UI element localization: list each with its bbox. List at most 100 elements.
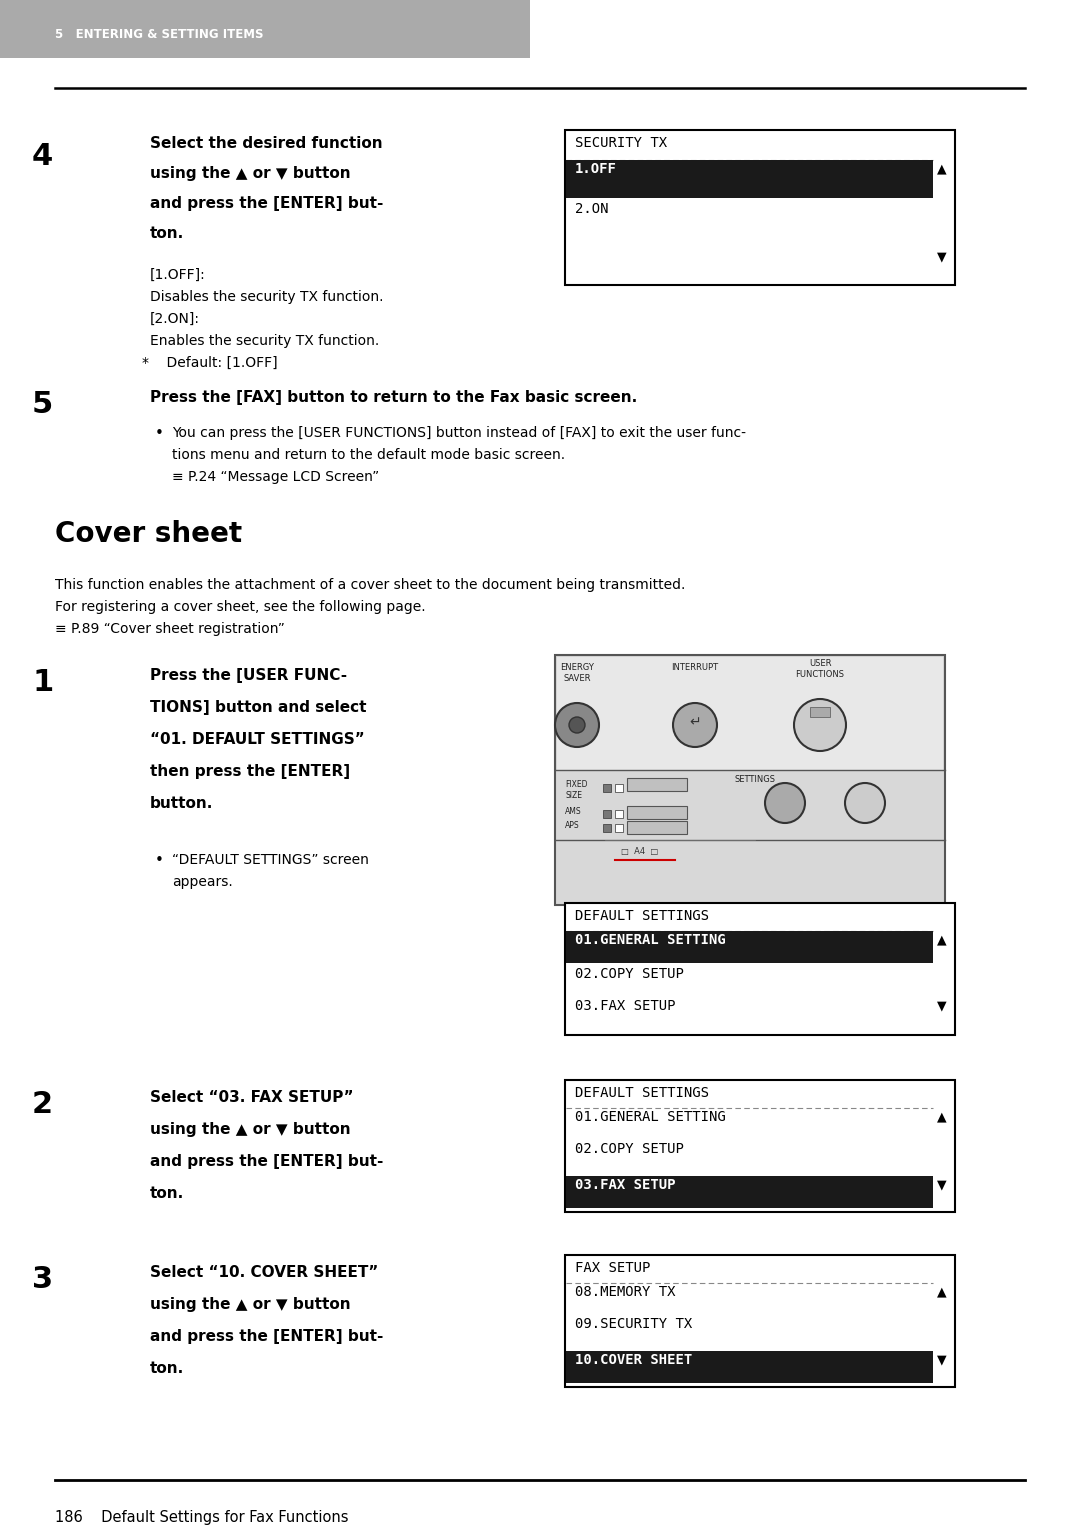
Text: ton.: ton.	[150, 226, 185, 241]
Text: SECURITY TX: SECURITY TX	[575, 136, 667, 150]
Text: This function enables the attachment of a cover sheet to the document being tran: This function enables the attachment of …	[55, 578, 686, 592]
Bar	[810, 707, 831, 717]
Text: DEFAULT SETTINGS: DEFAULT SETTINGS	[575, 1087, 708, 1100]
Bar	[627, 778, 687, 790]
Text: You can press the [USER FUNCTIONS] button instead of [FAX] to exit the user func: You can press the [USER FUNCTIONS] butto…	[172, 426, 746, 439]
Text: 3: 3	[32, 1265, 53, 1294]
Text: ENERGY
SAVER: ENERGY SAVER	[561, 662, 594, 684]
Bar	[615, 810, 623, 818]
Text: 5: 5	[32, 391, 53, 420]
Text: “DEFAULT SETTINGS” screen: “DEFAULT SETTINGS” screen	[172, 853, 369, 867]
Text: SIZE: SIZE	[565, 790, 582, 800]
Bar	[627, 806, 687, 819]
Bar	[603, 784, 611, 792]
Text: 01.GENERAL SETTING: 01.GENERAL SETTING	[575, 1109, 726, 1125]
Text: FIXED: FIXED	[565, 780, 588, 789]
Text: Disables the security TX function.: Disables the security TX function.	[150, 290, 383, 304]
Bar	[615, 784, 623, 792]
Text: using the ▲ or ▼ button: using the ▲ or ▼ button	[150, 166, 351, 182]
Text: SETTINGS: SETTINGS	[734, 775, 775, 784]
Bar	[615, 824, 623, 832]
Text: and press the [ENTER] but-: and press the [ENTER] but-	[150, 1154, 383, 1169]
Circle shape	[569, 717, 585, 732]
Text: 186    Default Settings for Fax Functions: 186 Default Settings for Fax Functions	[55, 1511, 349, 1524]
Text: appears.: appears.	[172, 874, 233, 890]
Text: ▼: ▼	[937, 1000, 947, 1012]
Text: TIONS] button and select: TIONS] button and select	[150, 700, 366, 716]
Bar	[603, 810, 611, 818]
Text: 02.COPY SETUP: 02.COPY SETUP	[575, 1141, 684, 1157]
Text: INTERRUPT: INTERRUPT	[672, 662, 718, 671]
Bar	[565, 1080, 955, 1212]
Text: then press the [ENTER]: then press the [ENTER]	[150, 765, 350, 778]
Text: ▲: ▲	[937, 1285, 947, 1299]
Text: 5   ENTERING & SETTING ITEMS: 5 ENTERING & SETTING ITEMS	[55, 27, 264, 41]
Circle shape	[845, 783, 885, 823]
Text: Select the desired function: Select the desired function	[150, 136, 382, 151]
Text: 03.FAX SETUP: 03.FAX SETUP	[575, 1000, 675, 1013]
Bar	[566, 1177, 933, 1209]
Text: Enables the security TX function.: Enables the security TX function.	[150, 334, 379, 348]
Text: 03.FAX SETUP: 03.FAX SETUP	[575, 1178, 675, 1192]
Text: Select “10. COVER SHEET”: Select “10. COVER SHEET”	[150, 1265, 378, 1280]
Bar	[627, 821, 687, 835]
Bar	[0, 0, 530, 58]
Circle shape	[673, 703, 717, 748]
Text: [1.OFF]:: [1.OFF]:	[150, 269, 206, 282]
Text: Press the [FAX] button to return to the Fax basic screen.: Press the [FAX] button to return to the …	[150, 391, 637, 404]
Text: 01.GENERAL SETTING: 01.GENERAL SETTING	[575, 932, 726, 948]
Text: □  A4  □: □ A4 □	[621, 847, 659, 856]
Text: •: •	[156, 853, 164, 868]
Circle shape	[555, 703, 599, 748]
Text: DEFAULT SETTINGS: DEFAULT SETTINGS	[575, 909, 708, 923]
Text: •: •	[156, 426, 164, 441]
Text: ▼: ▼	[937, 250, 947, 262]
Bar	[565, 903, 955, 1035]
Text: Cover sheet: Cover sheet	[55, 520, 242, 548]
Text: [2.ON]:: [2.ON]:	[150, 311, 200, 327]
Text: “01. DEFAULT SETTINGS”: “01. DEFAULT SETTINGS”	[150, 732, 365, 748]
Bar	[555, 655, 945, 905]
Text: USER
FUNCTIONS: USER FUNCTIONS	[796, 659, 845, 679]
Text: APS: APS	[565, 821, 580, 830]
Text: 08.MEMORY TX: 08.MEMORY TX	[575, 1285, 675, 1299]
Text: ▼: ▼	[937, 1178, 947, 1190]
Text: ton.: ton.	[150, 1186, 185, 1201]
Text: 09.SECURITY TX: 09.SECURITY TX	[575, 1317, 692, 1331]
Bar	[557, 658, 943, 771]
Circle shape	[794, 699, 846, 751]
Text: 2.ON: 2.ON	[575, 201, 608, 217]
Circle shape	[765, 783, 805, 823]
Text: ↵: ↵	[689, 716, 701, 729]
Bar	[603, 824, 611, 832]
Text: using the ▲ or ▼ button: using the ▲ or ▼ button	[150, 1297, 351, 1312]
Bar	[566, 1351, 933, 1383]
Bar	[565, 1254, 955, 1387]
Text: 1.OFF: 1.OFF	[575, 162, 617, 175]
Text: FAX SETUP: FAX SETUP	[575, 1260, 650, 1276]
Bar	[566, 160, 933, 198]
Text: tions menu and return to the default mode basic screen.: tions menu and return to the default mod…	[172, 449, 565, 462]
Text: 2: 2	[32, 1090, 53, 1119]
Text: ≡ P.24 “Message LCD Screen”: ≡ P.24 “Message LCD Screen”	[172, 470, 379, 484]
Text: using the ▲ or ▼ button: using the ▲ or ▼ button	[150, 1122, 351, 1137]
Text: 4: 4	[32, 142, 53, 171]
Text: ≡ P.89 “Cover sheet registration”: ≡ P.89 “Cover sheet registration”	[55, 623, 285, 636]
Text: Select “03. FAX SETUP”: Select “03. FAX SETUP”	[150, 1090, 353, 1105]
Text: ▲: ▲	[937, 932, 947, 946]
Bar	[565, 130, 955, 285]
Text: button.: button.	[150, 797, 214, 810]
Text: For registering a cover sheet, see the following page.: For registering a cover sheet, see the f…	[55, 600, 426, 613]
Text: ▼: ▼	[937, 1354, 947, 1366]
Text: ton.: ton.	[150, 1361, 185, 1376]
Text: and press the [ENTER] but-: and press the [ENTER] but-	[150, 1329, 383, 1344]
Text: 1: 1	[32, 668, 53, 697]
Bar	[566, 931, 933, 963]
Text: ▲: ▲	[937, 162, 947, 175]
Text: AMS: AMS	[565, 807, 582, 816]
Text: 02.COPY SETUP: 02.COPY SETUP	[575, 967, 684, 981]
Text: Press the [USER FUNC-: Press the [USER FUNC-	[150, 668, 347, 684]
Text: 10.COVER SHEET: 10.COVER SHEET	[575, 1354, 692, 1367]
Text: and press the [ENTER] but-: and press the [ENTER] but-	[150, 195, 383, 211]
Text: ▲: ▲	[937, 1109, 947, 1123]
